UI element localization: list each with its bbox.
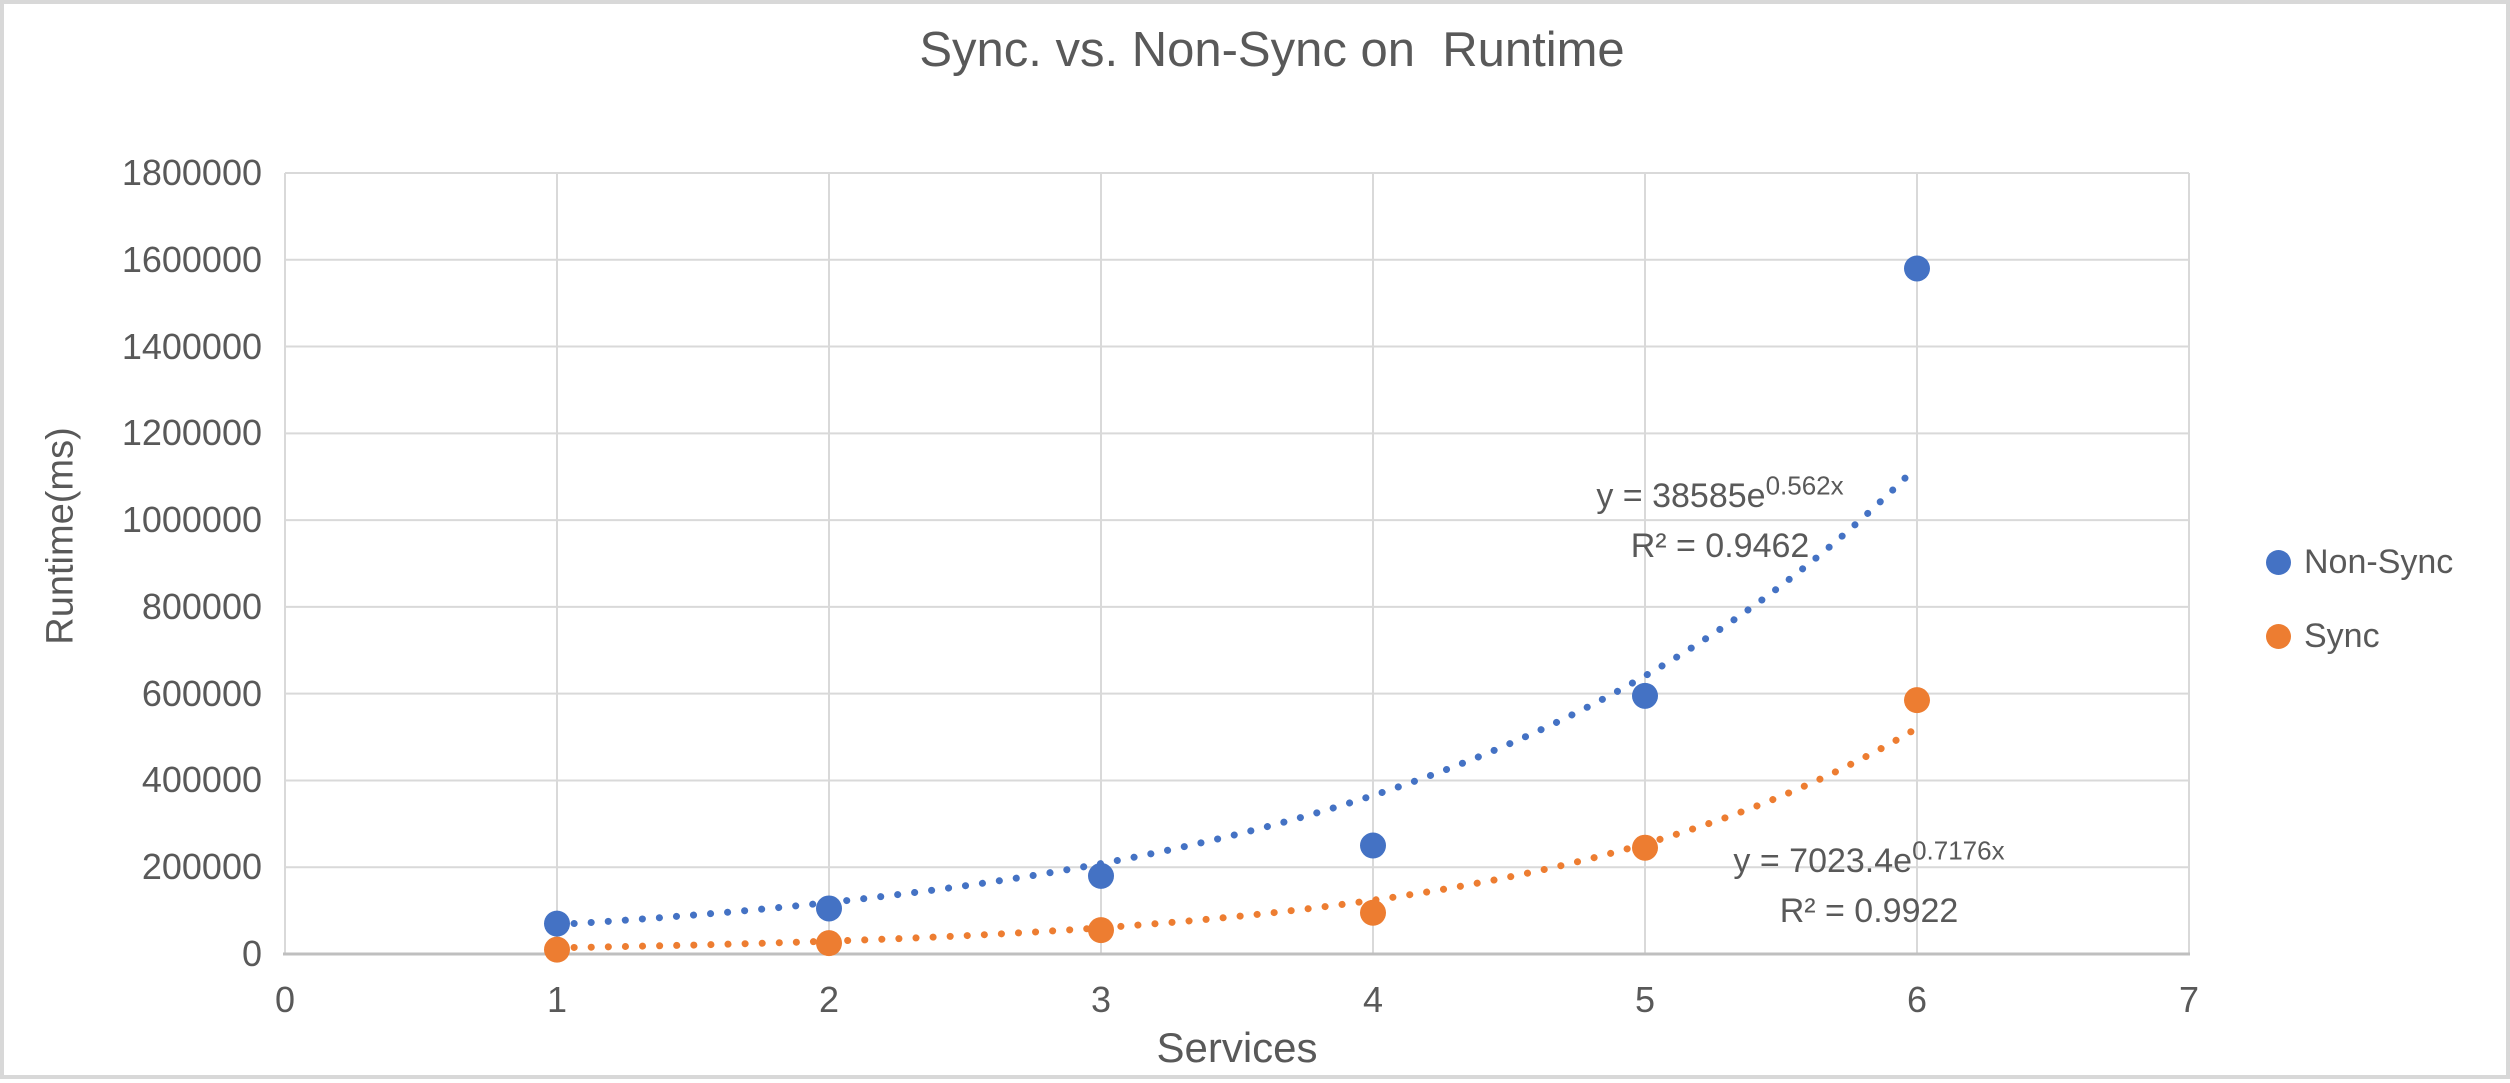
- x-axis-title: Services: [1156, 1024, 1318, 1071]
- x-tick-label: 4: [1362, 979, 1384, 1020]
- point-sync-2[interactable]: [816, 930, 842, 957]
- y-tick-label: 200000: [141, 846, 262, 888]
- nonsync-trendline-equation: y = 38585e0.562x R² = 0.9462: [1596, 471, 1843, 571]
- x-tick-label: 5: [1634, 979, 1656, 1020]
- legend-item-sync[interactable]: Sync: [2266, 613, 2453, 659]
- y-tick-label: 1000000: [121, 499, 262, 541]
- y-tick-label: 0: [241, 933, 262, 974]
- nonsync-r2-line: R² = 0.9462: [1630, 527, 1810, 565]
- point-sync-5[interactable]: [1632, 834, 1658, 861]
- point-sync-1[interactable]: [544, 936, 570, 963]
- point-non-sync-1[interactable]: [544, 910, 570, 937]
- sync-legend-marker-icon: [2266, 623, 2291, 649]
- y-tick-label: 1800000: [121, 152, 262, 193]
- x-tick-label: 2: [818, 979, 840, 1020]
- y-tick-label: 1200000: [121, 412, 262, 454]
- trendline-non-sync: [553, 462, 1921, 929]
- x-tick-label: 0: [274, 979, 296, 1020]
- x-tick-label: 1: [546, 979, 568, 1020]
- x-tick-label: 3: [1090, 979, 1112, 1020]
- legend: Non-Sync Sync: [2266, 539, 2453, 659]
- sync-legend-label: Sync: [2304, 616, 2380, 655]
- y-tick-label: 600000: [141, 672, 262, 714]
- legend-item-non-sync[interactable]: Non-Sync: [2266, 539, 2453, 585]
- y-tick-label: 400000: [141, 759, 262, 801]
- point-non-sync-2[interactable]: [816, 895, 842, 922]
- x-tick-label: 7: [2178, 979, 2200, 1020]
- sync-trendline-equation: y = 7023.4e0.7176x R² = 0.9922: [1733, 836, 2004, 936]
- point-sync-3[interactable]: [1088, 917, 1114, 944]
- y-tick-label: 1600000: [121, 238, 262, 280]
- sync-r2-line: R² = 0.9922: [1779, 892, 1959, 930]
- plot-area: [283, 172, 2190, 963]
- point-sync-6[interactable]: [1904, 687, 1930, 714]
- point-non-sync-5[interactable]: [1632, 682, 1658, 709]
- chart-title: Sync. vs. Non-Sync on Runtime: [919, 23, 1625, 77]
- point-non-sync-3[interactable]: [1088, 862, 1114, 889]
- point-non-sync-6[interactable]: [1904, 255, 1930, 282]
- y-tick-label: 800000: [141, 585, 262, 627]
- sync-equation-line: y = 7023.4e0.7176x: [1733, 835, 2005, 880]
- point-non-sync-4[interactable]: [1360, 832, 1386, 859]
- non-sync-legend-marker-icon: [2266, 549, 2291, 575]
- trendline-sync: [553, 724, 1921, 952]
- non-sync-legend-label: Non-Sync: [2304, 542, 2454, 581]
- y-tick-label: 1400000: [121, 325, 262, 367]
- point-sync-4[interactable]: [1360, 899, 1386, 926]
- nonsync-equation-line: y = 38585e0.562x: [1596, 470, 1844, 515]
- x-tick-label: 6: [1906, 979, 1928, 1020]
